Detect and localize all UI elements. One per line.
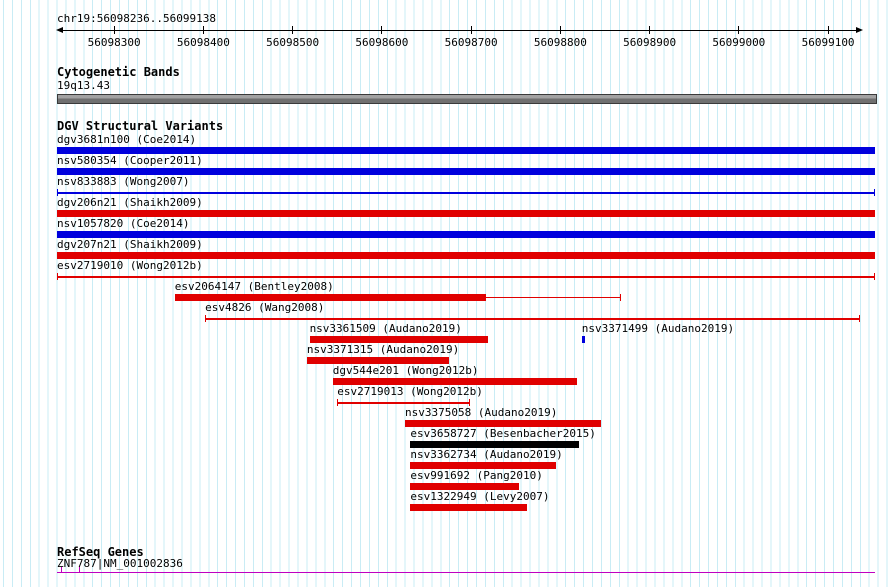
variant-end-tick [205, 315, 207, 322]
variant-bar[interactable] [57, 231, 875, 238]
region-coordinates: chr19:56098236..56099138 [57, 12, 216, 25]
variant-label[interactable]: nsv3371315 (Audano2019) [306, 343, 460, 356]
variant-ci-end-tick [620, 294, 622, 301]
variant-end-tick [874, 273, 875, 280]
ruler-tick-label: 56098800 [533, 36, 587, 49]
variant-bar[interactable] [410, 483, 520, 490]
variant-label[interactable]: dgv206n21 (Shaikh2009) [57, 196, 203, 209]
variant-bar[interactable] [309, 336, 489, 343]
gene-exon-tick [61, 567, 62, 573]
variant-end-tick [469, 399, 471, 406]
variant-label[interactable]: nsv3361509 (Audano2019) [309, 322, 462, 335]
variant-label[interactable]: esv991692 (Pang2010) [410, 469, 543, 482]
gene-label[interactable]: ZNF787|NM_001002836 [57, 557, 183, 570]
variant-bar[interactable] [332, 378, 578, 385]
variant-bar[interactable] [57, 147, 875, 154]
variant-ci-line [486, 297, 621, 298]
ruler-right-arrow-icon [856, 27, 863, 33]
ruler-tick [381, 26, 383, 34]
variant-end-tick [57, 189, 58, 196]
variant-bar[interactable] [306, 357, 449, 364]
ruler-tick [738, 26, 740, 34]
variant-label[interactable]: dgv207n21 (Shaikh2009) [57, 238, 203, 251]
ruler-tick-label: 56098400 [176, 36, 230, 49]
ruler-tick-label: 56098700 [444, 36, 498, 49]
ruler-tick [827, 26, 829, 34]
variant-bar[interactable] [410, 462, 556, 469]
ruler-tick-label: 56099000 [712, 36, 766, 49]
ruler-tick-label: 56099100 [801, 36, 855, 49]
variant-bar[interactable] [410, 504, 528, 511]
ruler-tick [470, 26, 472, 34]
ruler-tick-label: 56098500 [266, 36, 320, 49]
variant-label[interactable]: esv3658727 (Besenbacher2015) [410, 427, 596, 440]
variant-bar[interactable] [174, 294, 487, 301]
variant-label[interactable]: nsv3371499 (Audano2019) [581, 322, 735, 335]
variant-end-tick [57, 273, 58, 280]
variant-label[interactable]: esv2719010 (Wong2012b) [57, 259, 203, 272]
variant-label[interactable]: dgv544e201 (Wong2012b) [332, 364, 479, 377]
ruler-left-arrow-icon [56, 27, 63, 33]
variant-bar[interactable] [410, 441, 580, 448]
ruler-tick [649, 26, 651, 34]
variant-end-tick [337, 399, 339, 406]
ruler-tick [202, 26, 204, 34]
variant-label[interactable]: nsv3362734 (Audano2019) [410, 448, 563, 461]
dgv-section-title: DGV Structural Variants [57, 119, 224, 133]
variant-label[interactable]: nsv833883 (Wong2007) [57, 175, 190, 188]
variant-label[interactable]: esv1322949 (Levy2007) [410, 490, 550, 503]
variant-label[interactable]: esv2719013 (Wong2012b) [337, 385, 483, 398]
cytoband-bar [57, 94, 877, 104]
ruler-tick [292, 26, 294, 34]
variant-line[interactable] [205, 318, 861, 320]
variant-bar[interactable] [57, 210, 875, 217]
variant-label[interactable]: nsv580354 (Cooper2011) [57, 154, 203, 167]
cytobands-section-title: Cytogenetic Bands [57, 65, 180, 79]
ruler-tick-label: 56098600 [355, 36, 409, 49]
insertion-tick[interactable] [581, 336, 585, 343]
gene-exon-tick [79, 567, 80, 573]
variant-label[interactable]: nsv3375058 (Audano2019) [405, 406, 558, 419]
variant-line[interactable] [337, 402, 471, 404]
ruler-tick-label: 56098900 [623, 36, 677, 49]
variant-label[interactable]: nsv1057820 (Coe2014) [57, 217, 190, 230]
variant-line[interactable] [57, 192, 875, 194]
variant-end-tick [874, 189, 875, 196]
variant-bar[interactable] [405, 420, 602, 427]
variant-line[interactable] [57, 276, 875, 278]
variant-bar[interactable] [57, 168, 875, 175]
refseq-section-title: RefSeq Genes [57, 545, 144, 559]
gene-line[interactable] [57, 572, 875, 573]
ruler-line [63, 30, 856, 31]
variant-end-tick [859, 315, 861, 322]
variant-label[interactable]: esv2064147 (Bentley2008) [174, 280, 334, 293]
variant-label[interactable]: dgv3681n100 (Coe2014) [57, 133, 197, 146]
cytoband-label: 19q13.43 [57, 79, 110, 92]
variant-label[interactable]: esv4826 (Wang2008) [205, 301, 325, 314]
variant-bar[interactable] [57, 252, 875, 259]
ruler-tick [113, 26, 115, 34]
ruler-tick-label: 56098300 [87, 36, 141, 49]
ruler-tick [559, 26, 561, 34]
